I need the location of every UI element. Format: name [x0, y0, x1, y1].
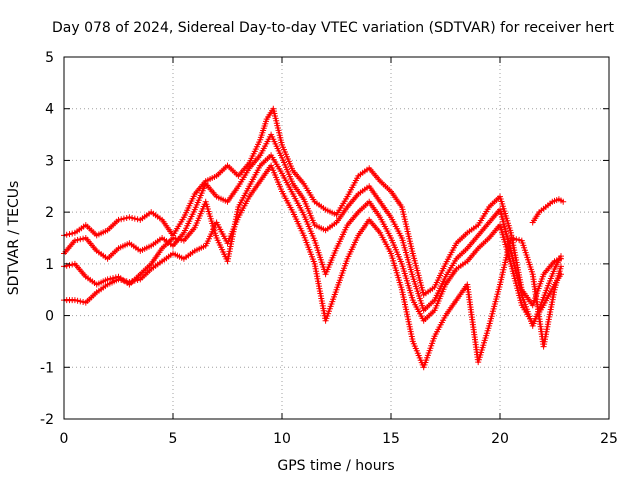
- x-tick-label: 25: [600, 431, 618, 447]
- x-tick-label: 20: [491, 431, 509, 447]
- y-tick-label: -2: [40, 412, 54, 428]
- series-track-4: [61, 162, 564, 371]
- plot-frame: [63, 56, 610, 420]
- grid-lines: [64, 57, 609, 419]
- y-tick-label: 3: [45, 153, 54, 169]
- axis-ticks: [63, 56, 610, 420]
- series-track-3: [61, 152, 564, 327]
- x-tick-label: 5: [169, 431, 178, 447]
- y-tick-label: -1: [40, 360, 54, 376]
- tick-labels: 0 5 10 15 20 25 -2 -1 0 1 2 3 4 5: [40, 50, 618, 447]
- y-tick-label: 2: [45, 205, 54, 221]
- y-tick-label: 5: [45, 50, 54, 66]
- series-markers: [61, 131, 564, 329]
- y-tick-label: 4: [45, 102, 54, 118]
- data-traces: [61, 105, 567, 371]
- x-axis-label: GPS time / hours: [277, 458, 394, 474]
- series-track-5: [529, 196, 567, 226]
- series-line: [63, 133, 562, 327]
- series-markers: [61, 162, 564, 371]
- chart-title: Day 078 of 2024, Sidereal Day-to-day VTE…: [52, 20, 614, 36]
- y-axis-label: SDTVAR / TECUs: [6, 181, 22, 296]
- series-markers: [529, 196, 567, 226]
- y-tick-label: 1: [45, 257, 54, 273]
- y-tick-label: 0: [45, 309, 54, 325]
- x-tick-label: 10: [273, 431, 291, 447]
- series-markers: [61, 152, 564, 327]
- series-track-2: [61, 131, 564, 329]
- x-tick-label: 15: [382, 431, 400, 447]
- x-tick-label: 0: [60, 431, 69, 447]
